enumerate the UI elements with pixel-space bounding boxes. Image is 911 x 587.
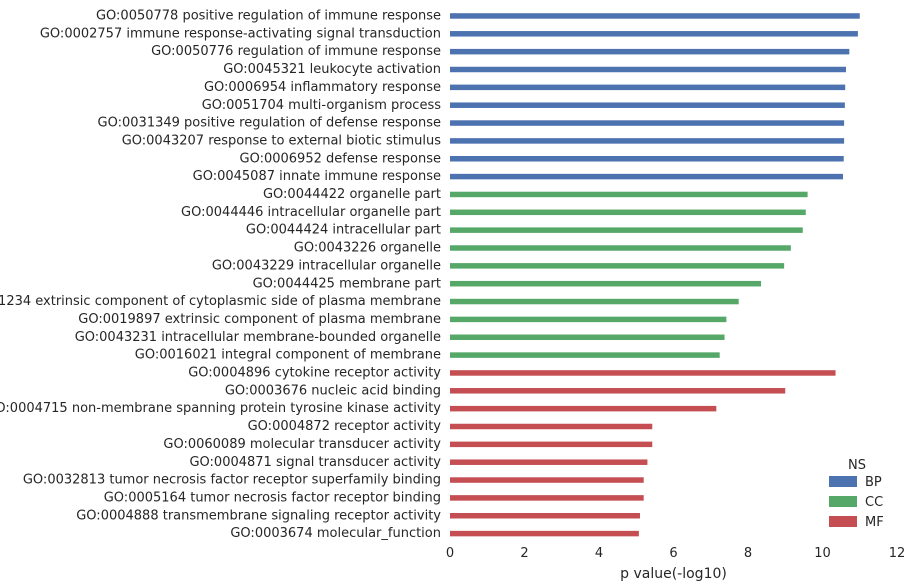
x-tick-label: 8 [744,546,752,561]
bar-mf [450,513,640,519]
bar-cc [450,191,808,198]
category-label: GO:0043229 intracellular organelle [212,258,441,273]
legend-label-cc: CC [865,495,883,510]
bar-mf [450,388,786,394]
bar-mf [450,459,648,465]
bar-bp [450,31,858,37]
bar-bp [450,66,846,73]
x-tick-label: 0 [446,546,454,561]
category-label: GO:0004871 signal transducer activity [189,455,441,470]
bar-mf [450,405,717,412]
category-label: GO:0045087 innate immune response [193,169,441,184]
bar-cc [450,245,791,251]
category-label: GO:0004715 non-membrane spanning protein… [0,401,441,416]
category-label: GO:0016021 integral component of membran… [135,348,441,363]
category-label: GO:0002757 immune response-activating si… [40,26,441,41]
legend-label-mf: MF [865,515,884,530]
category-label: GO:0045321 leukocyte activation [223,62,441,77]
legend: NS BP CC MF [829,458,884,530]
category-label: GO:0006954 inflammatory response [204,80,441,95]
bar-bp [450,173,843,180]
category-label: GO:0050778 positive regulation of immune… [96,9,441,24]
bar-cc [450,334,725,340]
bar-cc [450,209,806,216]
legend-label-bp: BP [865,475,882,490]
x-tick-label: 10 [814,546,831,561]
category-label: GO:0004872 receptor activity [248,419,442,434]
category-label: GO:0060089 molecular transducer activity [163,437,441,452]
category-label: GO:0004888 transmembrane signaling recep… [76,508,441,523]
category-label: GO:0044424 intracellular part [246,223,441,238]
bar-bp [450,120,845,126]
category-label: GO:0019897 extrinsic component of plasma… [78,312,441,327]
legend-swatch-bp [829,476,857,487]
bar-bp [450,156,844,162]
category-label: GO:0050776 regulation of immune response [151,44,441,59]
x-axis: 0 2 4 6 8 10 12 [446,546,905,561]
bar-mf [450,423,653,430]
bars [450,13,860,537]
bar-mf [450,370,836,376]
category-label: GO:0051704 multi-organism process [202,98,442,113]
category-label: GO:0005164 tumor necrosis factor recepto… [104,490,441,505]
category-labels: GO:0050778 positive regulation of immune… [0,9,441,542]
bar-cc [450,298,739,305]
x-axis-title: p value(-log10) [620,566,727,582]
bar-bp [450,102,845,108]
bar-cc [450,227,803,233]
category-label: GO:0031234 extrinsic component of cytopl… [0,294,441,309]
category-label: GO:0006952 defense response [240,151,442,166]
bar-bp [450,48,850,55]
bar-cc [450,280,762,287]
category-label: GO:0032813 tumor necrosis factor recepto… [23,473,441,488]
category-label: GO:0003674 molecular_function [230,526,441,541]
bar-mf [450,495,644,501]
category-label: GO:0004896 cytokine receptor activity [188,366,441,381]
category-label: GO:0043226 organelle [294,241,441,256]
bar-mf [450,441,653,448]
category-label: GO:0031349 positive regulation of defens… [98,116,441,131]
bar-bp [450,138,845,144]
x-tick-label: 6 [669,546,677,561]
x-tick-label: 12 [889,546,906,561]
bar-cc [450,316,727,323]
bar-cc [450,263,785,269]
category-label: GO:0044446 intracellular organelle part [181,205,441,220]
legend-title: NS [848,458,866,473]
bar-bp [450,13,860,19]
legend-swatch-cc [829,496,857,507]
bar-bp [450,84,846,91]
bar-cc [450,352,720,358]
bar-mf [450,477,644,483]
x-tick-label: 2 [520,546,528,561]
bar-mf [450,530,639,537]
category-label: GO:0044422 organelle part [263,187,441,202]
category-label: GO:0003676 nucleic acid binding [225,383,441,398]
category-label: GO:0044425 membrane part [253,276,441,291]
legend-swatch-mf [829,516,857,527]
category-label: GO:0043207 response to external biotic s… [122,133,442,148]
x-tick-label: 4 [595,546,603,561]
category-label: GO:0043231 intracellular membrane-bounde… [75,330,441,345]
